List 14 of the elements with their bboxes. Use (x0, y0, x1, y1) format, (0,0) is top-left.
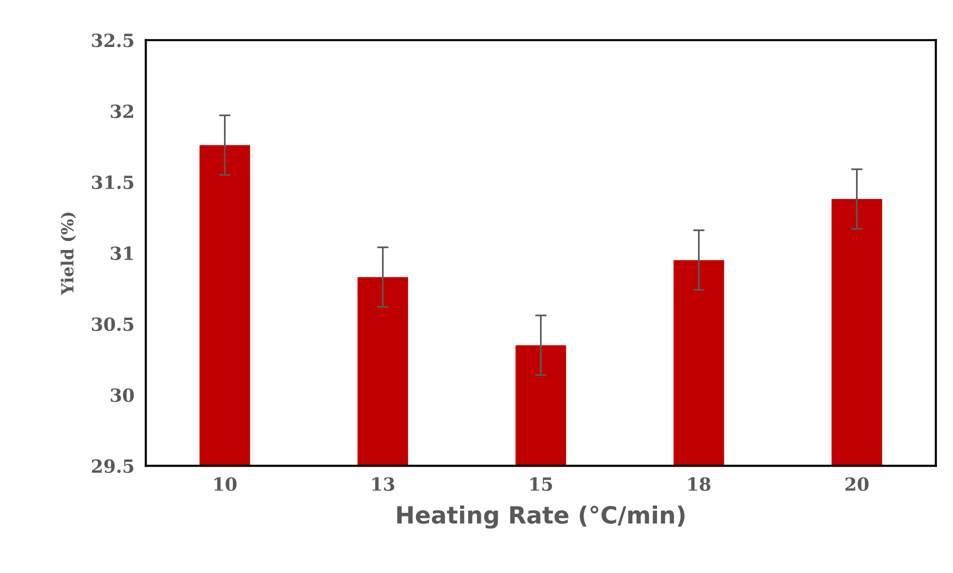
y-tick-label: 31.5 (92, 175, 134, 190)
x-tick-label: 13 (372, 477, 394, 491)
y-tick-label: 29.5 (92, 459, 134, 473)
y-tick-label: 32.5 (92, 34, 134, 48)
y-tick-label: 30 (110, 388, 134, 402)
y-tick-label: 30.5 (92, 317, 134, 332)
y-tick-label: 31 (110, 246, 133, 260)
x-axis-title: Heating Rate (°C/min) (397, 506, 685, 529)
x-tick-label: 10 (214, 477, 237, 491)
x-tick-label: 15 (530, 477, 552, 491)
x-tick-label: 20 (845, 477, 869, 491)
y-tick-label: 32 (110, 104, 134, 118)
x-tick-label: 18 (688, 477, 710, 491)
y-axis-title: Yield (%) (60, 212, 76, 296)
